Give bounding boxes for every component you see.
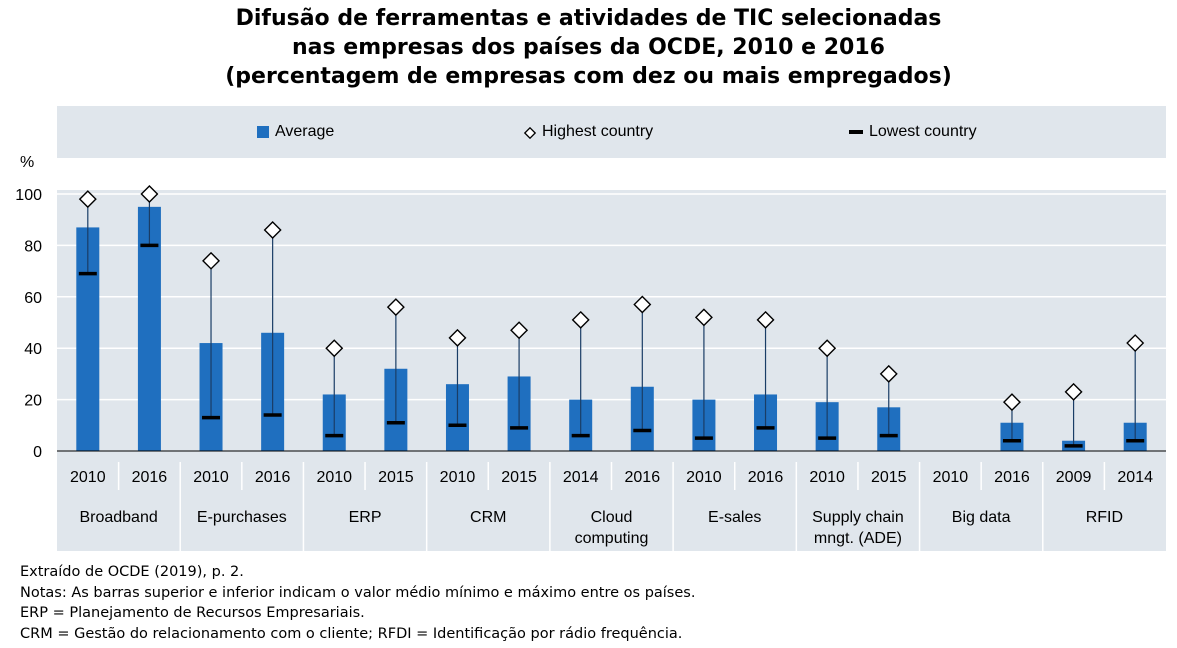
x-tick-label-year: 2010 [933,469,969,486]
legend-swatch-average [257,126,269,138]
x-tick-label-year: 2014 [1117,469,1153,486]
note-line-1: Notas: As barras superior e inferior ind… [20,584,696,601]
x-group-label: Big data [952,509,1011,526]
marker-highest [140,185,159,203]
marker-highest [325,339,344,358]
x-tick-label-year: 2016 [748,469,784,486]
chart-title: Difusão de ferramentas e atividades de T… [0,4,1177,91]
x-group-label: Cloud [591,509,633,526]
legend-item-lowest: Lowest country [849,123,977,141]
chart-title-line-1: Difusão de ferramentas e atividades de T… [235,6,942,31]
x-tick-label-year: 2015 [378,469,414,486]
x-tick-label-year: 2010 [70,469,106,486]
x-group-label: CRM [470,509,506,526]
legend-label-lowest: Lowest country [869,123,977,140]
y-tick-label: 80 [24,238,42,255]
marker-highest [879,364,898,383]
bar-average [76,227,100,451]
marker-highest [1002,393,1021,412]
x-tick-label-year: 2015 [501,469,537,486]
plot-area [57,190,1166,451]
x-tick-label-year: 2010 [686,469,722,486]
legend-dash-icon [849,130,863,134]
marker-highest [510,321,529,340]
x-group-label: ERP [349,509,382,526]
x-tick-label-year: 2016 [625,469,661,486]
marker-highest [694,308,713,327]
legend-label-average: Average [275,123,335,140]
x-group-label: E-sales [708,509,761,526]
legend: Average Highest country Lowest country [57,106,1166,158]
marker-highest [1064,382,1083,401]
x-group-label: E-purchases [197,509,287,526]
y-tick-label: 60 [24,290,42,307]
marker-highest [202,251,221,270]
marker-highest [448,328,467,347]
chart: 0 20 40 60 80 100 2010 2016 Broadband 2010 2016 E-p… [15,185,1166,551]
legend-label-highest: Highest country [542,123,654,140]
x-tick-label-year: 2016 [132,469,168,486]
x-group-label: Supply chain [812,509,904,526]
marker-highest [386,298,405,317]
chart-title-line-2: nas empresas dos países da OCDE, 2010 e … [292,35,885,60]
marker-highest [1126,334,1145,353]
x-tick-label-year: 2010 [193,469,229,486]
x-group-label: mngt. (ADE) [814,530,902,547]
note-line-3: CRM = Gestão do relacionamento com o cli… [20,625,683,642]
bar-average [137,206,161,451]
x-tick-label-year: 2016 [255,469,291,486]
y-tick-label: 100 [15,187,42,204]
legend-item-average: Average [257,123,334,141]
y-tick-label: 20 [24,393,42,410]
note-line-2: ERP = Planejamento de Recursos Empresari… [20,605,365,621]
y-tick-label: 40 [24,341,42,358]
source-note: Extraído de OCDE (2019), p. 2. [20,564,244,580]
marker-highest [818,339,837,358]
legend-diamond-icon [523,126,537,140]
x-tick-label-year: 2010 [316,469,352,486]
marker-highest [263,220,282,239]
legend-item-highest: Highest country [523,123,654,141]
notes: Extraído de OCDE (2019), p. 2. Notas: As… [20,562,695,644]
x-tick-label-year: 2015 [871,469,907,486]
marker-highest [633,295,652,314]
marker-highest [756,310,775,329]
x-group-label: RFID [1086,509,1123,526]
x-tick-label-year: 2010 [440,469,476,486]
y-axis-label: % [20,154,35,171]
x-tick-label-year: 2016 [994,469,1030,486]
y-tick-label: 0 [33,444,42,461]
marker-highest [78,190,97,209]
x-tick-label-year: 2014 [563,469,599,486]
x-group-label: computing [575,530,649,547]
x-group-label: Broadband [79,509,157,526]
x-tick-label-year: 2010 [809,469,845,486]
x-tick-label-year: 2009 [1056,469,1092,486]
marker-highest [571,310,590,329]
chart-title-line-3: (percentagem de empresas com dez ou mais… [225,64,952,89]
